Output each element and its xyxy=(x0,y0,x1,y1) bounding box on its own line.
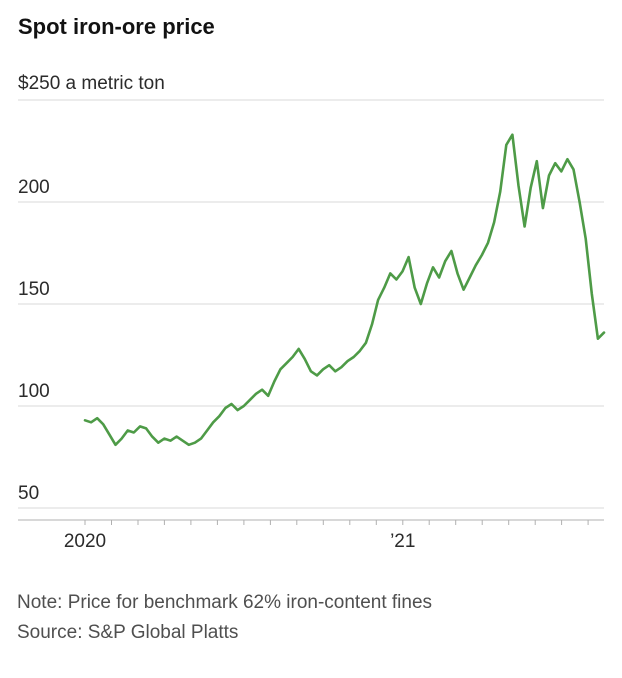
y-axis-unit-label: $250 a metric ton xyxy=(18,73,165,94)
chart-note: Note: Price for benchmark 62% iron-conte… xyxy=(17,592,433,613)
chart-footer: Note: Price for benchmark 62% iron-conte… xyxy=(17,588,432,648)
chart-svg xyxy=(18,99,606,525)
x-axis-year-label: ’21 xyxy=(390,531,416,552)
chart-plot-area: 200 150 100 50 2020 ’21 xyxy=(18,95,606,565)
y-axis-tick-label: 150 xyxy=(18,279,50,300)
y-axis-tick-label: 200 xyxy=(18,177,50,198)
price-line-series xyxy=(83,133,606,447)
chart-source: Source: S&P Global Platts xyxy=(17,622,239,643)
x-axis-year-label: 2020 xyxy=(63,531,107,552)
y-axis-tick-label: 100 xyxy=(18,381,50,402)
y-axis-tick-label: 50 xyxy=(18,483,40,504)
chart-title: Spot iron-ore price xyxy=(18,14,215,39)
